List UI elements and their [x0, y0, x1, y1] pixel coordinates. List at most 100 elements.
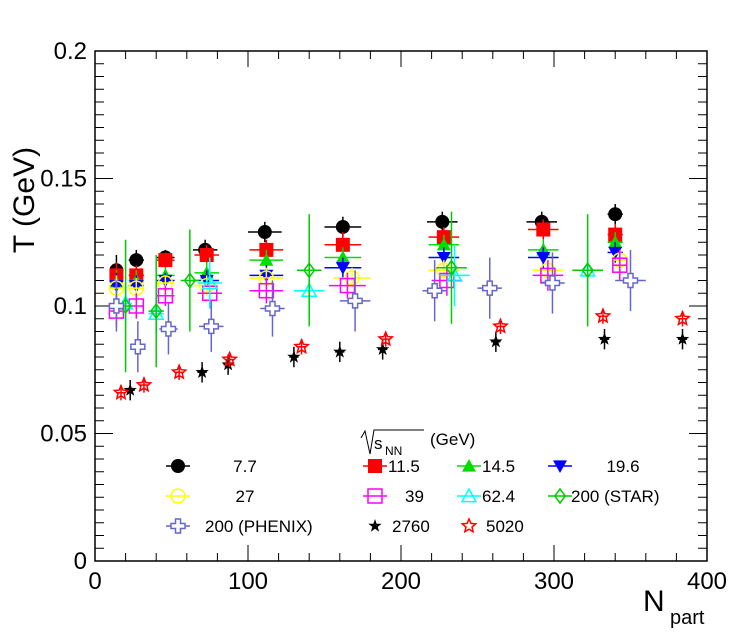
- legend-label: 27: [236, 487, 255, 506]
- plot-frame: [94, 50, 708, 562]
- data-point: [460, 517, 478, 534]
- x-tick-label: 300: [534, 568, 574, 595]
- data-point: [135, 376, 153, 393]
- legend-entry: 27: [166, 487, 254, 506]
- y-tick-label: 0.2: [54, 38, 87, 65]
- legend-sqrt-sign: [360, 429, 424, 455]
- data-point: [259, 253, 274, 266]
- data-point: [201, 274, 219, 290]
- data-point: [108, 298, 125, 314]
- data-point: [367, 488, 383, 504]
- data-point: [612, 257, 628, 273]
- data-point: [160, 321, 177, 337]
- legend-header-sub: NN: [385, 444, 402, 458]
- data-point: [123, 383, 137, 396]
- y-tick-label: 0: [74, 548, 87, 575]
- data-point: [203, 318, 220, 335]
- data-point: [608, 235, 623, 248]
- data-point: [333, 344, 347, 358]
- data-point: [257, 225, 272, 240]
- data-point: [258, 282, 275, 299]
- data-point: [436, 251, 451, 265]
- legend-label: 5020: [486, 517, 524, 536]
- data-point: [170, 518, 186, 534]
- data-point: [377, 330, 395, 347]
- series-2760: [123, 328, 690, 401]
- data-point: [597, 332, 612, 345]
- data-point: [287, 350, 301, 363]
- y-tick-label: 0.1: [54, 293, 87, 320]
- y-tick-label: 0.05: [40, 421, 87, 448]
- data-point: [581, 262, 594, 279]
- legend-label: 11.5: [388, 457, 420, 476]
- series-layer: [108, 204, 692, 401]
- legend-entry: 19.6: [548, 457, 640, 476]
- legend-header-radical: s: [374, 434, 383, 453]
- data-point: [195, 365, 209, 378]
- x-axis-title: N: [643, 585, 665, 618]
- legend-entry: 11.5: [363, 457, 420, 476]
- x-tick-label: 100: [228, 568, 268, 595]
- data-point: [171, 459, 185, 473]
- legend-entry: 200 (PHENIX): [166, 517, 313, 536]
- data-point: [335, 219, 350, 234]
- data-point: [130, 339, 146, 355]
- data-point: [303, 262, 316, 279]
- data-point: [170, 363, 188, 380]
- data-point: [129, 253, 144, 268]
- data-point: [462, 459, 476, 472]
- data-point: [183, 272, 197, 289]
- data-point: [368, 519, 382, 532]
- axes: 0 100 200 300 400 0 0.05 0.1 0.15 0.2: [40, 38, 727, 595]
- legend-label: 39: [405, 487, 424, 506]
- data-point: [491, 317, 509, 334]
- series-7-7: [109, 204, 623, 286]
- legend-entry: 200 (STAR): [548, 487, 660, 506]
- legend-entry: 14.5: [457, 457, 515, 476]
- data-point: [376, 342, 390, 355]
- legend-label: 2760: [392, 517, 430, 536]
- legend: s NN (GeV) 7.7 11.5 14.5 19.6 27 39 62.4 200 (S…: [166, 429, 660, 536]
- legend-label: 62.4: [482, 487, 515, 506]
- data-point: [293, 337, 311, 355]
- legend-header-unit: (GeV): [430, 430, 475, 449]
- series-200-phenix-: [108, 249, 646, 373]
- data-point: [445, 259, 458, 276]
- data-point: [674, 309, 692, 326]
- data-point: [426, 282, 443, 299]
- x-axis-title-subscript: part: [670, 607, 705, 629]
- legend-entry: 39: [363, 487, 424, 506]
- x-tick-label: 0: [88, 568, 101, 595]
- legend-label: 200 (STAR): [571, 487, 660, 506]
- data-point: [553, 487, 567, 505]
- data-point: [347, 293, 363, 309]
- data-point: [221, 350, 239, 367]
- legend-label: 7.7: [233, 457, 257, 476]
- legend-entries: 7.7 11.5 14.5 19.6 27 39 62.4 200 (STAR) 200 (PH…: [166, 457, 660, 536]
- legend-label: 200 (PHENIX): [205, 517, 313, 536]
- y-axis-title: T (GeV): [8, 147, 41, 253]
- data-point: [460, 487, 478, 503]
- data-point: [264, 300, 281, 317]
- legend-entry: 2760: [368, 517, 430, 536]
- data-point: [335, 250, 350, 264]
- data-point: [112, 383, 130, 400]
- data-point: [608, 246, 623, 260]
- y-tick-label: 0.15: [40, 166, 87, 193]
- legend-label: 19.6: [606, 457, 639, 476]
- data-point: [150, 302, 163, 320]
- data-point: [158, 253, 173, 268]
- data-point: [608, 207, 623, 222]
- legend-label: 14.5: [482, 457, 515, 476]
- data-point: [536, 251, 551, 265]
- data-point: [553, 460, 567, 473]
- series-200-star-: [119, 211, 603, 373]
- data-point: [199, 248, 214, 262]
- legend-entry: 7.7: [166, 457, 257, 476]
- data-point: [544, 275, 561, 291]
- data-point: [335, 262, 350, 275]
- data-point: [335, 237, 350, 252]
- data-point: [435, 214, 450, 229]
- legend-entry: 5020: [460, 517, 524, 536]
